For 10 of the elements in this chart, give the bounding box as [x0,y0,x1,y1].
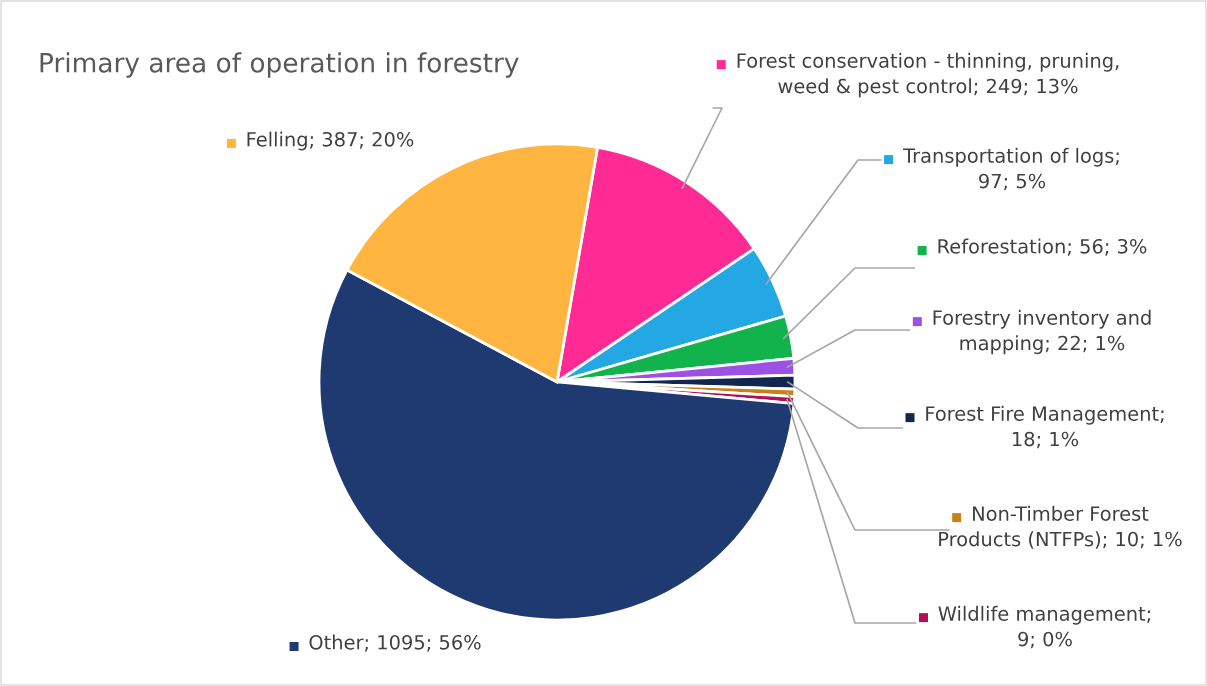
legend-label: Wildlife management; 9; 0% [938,605,1150,649]
legend-label: Other; 1095; 56% [309,634,481,652]
legend-label: Forestry inventory and mapping; 22; 1% [933,309,1151,355]
legend-label: Forest conservation - thinning, pruning, weed & pest control; 249; 13% [737,52,1119,98]
legend-label: Non-Timber Forest Products (NTFPs); 10; 1% [939,505,1182,549]
legend-label: Felling; 387; 20% [247,131,414,151]
legend-label: Reforestation; 56; 3% [938,238,1147,256]
legend-label: Forest Fire Management; 18; 1% [926,405,1164,449]
legend-label: Transportation of logs; 97; 5% [903,147,1119,191]
chart-title: Primary area of operation in forestry [40,52,519,78]
